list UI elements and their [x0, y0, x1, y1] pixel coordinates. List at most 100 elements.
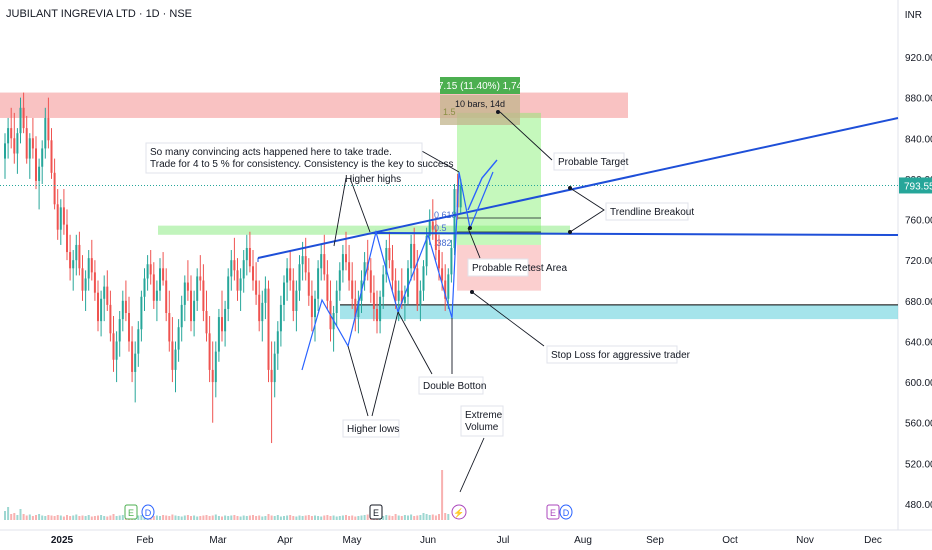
- candle-body: [270, 369, 273, 383]
- candle-body: [230, 260, 233, 277]
- candle-body: [267, 288, 270, 370]
- candle-body: [400, 290, 403, 303]
- volume-bar: [431, 514, 434, 520]
- rising-trendline: [257, 117, 899, 259]
- volume-bar: [366, 514, 369, 520]
- y-tick-label: 640.00: [905, 337, 932, 348]
- candle-body: [301, 256, 304, 265]
- volume-bar: [295, 516, 298, 520]
- volume-bar: [66, 515, 68, 520]
- volume-bar: [7, 507, 10, 520]
- volume-bar: [289, 515, 292, 520]
- volume-bar: [230, 515, 233, 520]
- candle-body: [10, 128, 13, 139]
- volume-bar: [233, 515, 236, 520]
- candle-body: [78, 244, 81, 269]
- horizontal-trendline: [371, 232, 899, 236]
- candle-body: [255, 280, 258, 295]
- volume-bar: [317, 516, 320, 520]
- volume-bar: [56, 515, 59, 520]
- volume-bar: [397, 515, 400, 520]
- volume-bar: [140, 515, 143, 520]
- bars-label-bg: [440, 95, 520, 125]
- stop-loss-label: Stop Loss for aggressive trader: [551, 350, 691, 361]
- double-bottom-label-box: [418, 376, 484, 395]
- pointer-double-bottom: [397, 311, 433, 375]
- volume-bar: [87, 515, 90, 520]
- volume-bar: [360, 515, 363, 520]
- candle-body: [326, 274, 329, 301]
- y-tick-label: 600.00: [905, 378, 932, 389]
- volume-bar: [434, 515, 437, 520]
- candle-body: [137, 329, 140, 354]
- candle-body: [56, 204, 59, 230]
- volume-bar: [258, 515, 261, 520]
- pointer-higher-highs: [349, 177, 371, 233]
- volume-bar: [273, 516, 276, 520]
- trade-note-box: [145, 142, 423, 174]
- volume-bar: [106, 516, 109, 520]
- candle-body: [103, 286, 106, 299]
- candle-body: [289, 268, 292, 281]
- volume-bar: [165, 515, 168, 520]
- currency-label[interactable]: INR: [904, 10, 922, 21]
- volume-bar: [419, 515, 422, 520]
- volume-bar: [286, 515, 289, 520]
- higher-highs-label: Higher highs: [345, 174, 401, 185]
- volume-bar: [90, 516, 93, 520]
- candle-body: [323, 254, 326, 275]
- volume-bar: [345, 515, 347, 520]
- volume-bar: [270, 515, 273, 520]
- fib-level-label: 0.5: [434, 223, 447, 233]
- breakout-zone: [158, 225, 570, 235]
- volume-bar: [400, 516, 403, 520]
- volume-bar: [38, 514, 41, 520]
- y-tick-label: 680.00: [905, 297, 932, 308]
- trendline-breakout-label: Trendline Breakout: [610, 207, 694, 218]
- stop-zone: [340, 304, 898, 320]
- volume-bar: [242, 515, 245, 520]
- candle-body: [264, 288, 267, 303]
- volume-bar: [171, 514, 174, 520]
- fib-level-label: 1.5: [443, 107, 456, 117]
- candle-body: [369, 270, 372, 293]
- candle-body: [273, 353, 276, 383]
- volume-bar: [410, 514, 413, 520]
- candle-body: [22, 107, 25, 129]
- volume-bar: [159, 516, 161, 520]
- candle-body: [134, 353, 137, 372]
- volume-bar: [199, 516, 202, 520]
- pointer-trendline-breakout: [569, 187, 605, 233]
- candle-body: [376, 308, 378, 322]
- candle-body: [441, 268, 444, 281]
- projected-move: [467, 159, 498, 211]
- candle-body: [292, 280, 295, 311]
- volume-bar: [239, 516, 242, 520]
- candle-body: [317, 268, 320, 299]
- candle-body: [304, 256, 307, 273]
- volume-bar: [335, 516, 338, 520]
- candle-body: [121, 300, 124, 320]
- volume-bar: [44, 516, 47, 520]
- candle-body: [211, 369, 214, 383]
- candle-body: [62, 207, 65, 225]
- volume-bar: [283, 516, 285, 520]
- candle-body: [93, 272, 96, 293]
- event-badge-label: E: [550, 508, 556, 518]
- candle-body: [199, 276, 202, 281]
- volume-bar: [115, 516, 118, 520]
- volume-bar: [407, 515, 409, 520]
- volume-bar: [168, 516, 171, 520]
- volume-bar: [193, 515, 196, 520]
- extreme-volume-label-box: [460, 405, 504, 437]
- volume-bar: [422, 513, 425, 520]
- candle-body: [410, 243, 413, 269]
- event-badge: [546, 504, 560, 520]
- volume-bar: [69, 516, 72, 520]
- volume-bar: [326, 515, 329, 520]
- volume-bar: [267, 514, 270, 520]
- candle-body: [422, 266, 425, 291]
- candle-body: [431, 221, 434, 230]
- volume-bar: [236, 516, 239, 520]
